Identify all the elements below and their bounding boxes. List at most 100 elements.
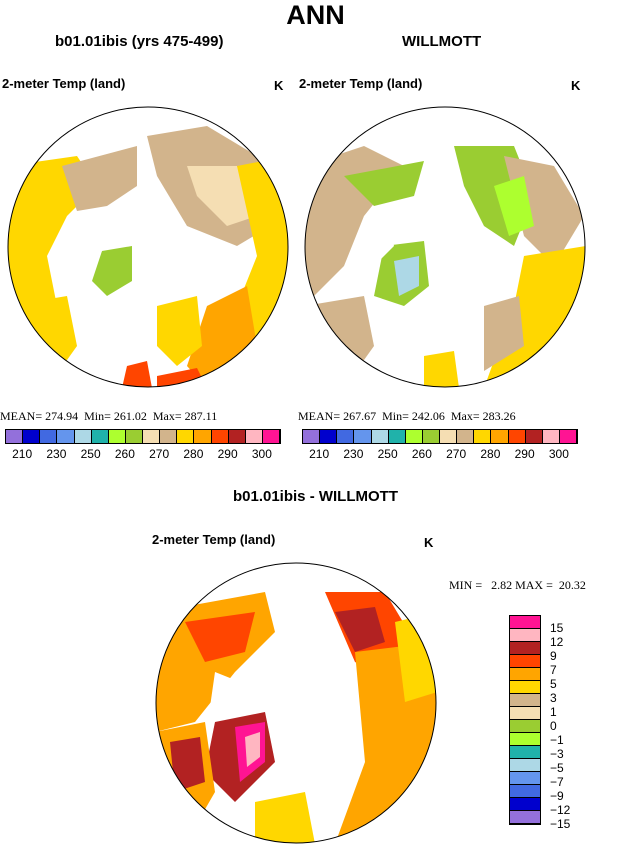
colorbar-swatch (510, 642, 540, 655)
colorbar-swatch (510, 655, 540, 668)
colorbar-swatch (320, 430, 338, 443)
colorbar-swatch (371, 430, 389, 443)
colorbar-swatch (388, 430, 406, 443)
colorbar-swatch (510, 811, 540, 824)
panel2-variable: 2-meter Temp (land) (299, 76, 423, 91)
panel1-colorbar-labels: 210 230 250 260 270 280 290 300 (5, 447, 281, 463)
colorbar-label: −9 (550, 789, 564, 803)
colorbar-swatch (23, 430, 41, 443)
panel1-subtitle: b01.01ibis (yrs 475-499) (55, 33, 224, 50)
colorbar-label: −12 (550, 803, 571, 817)
colorbar-label: 260 (114, 447, 135, 461)
colorbar-swatch (143, 430, 161, 443)
colorbar-label: 250 (377, 447, 398, 461)
colorbar-swatch (211, 430, 229, 443)
colorbar-label: 7 (550, 663, 557, 677)
colorbar-swatch (510, 681, 540, 694)
colorbar-swatch (510, 733, 540, 746)
colorbar-label: −3 (550, 747, 564, 761)
panel2-units: K (571, 78, 581, 93)
panel3-colorbar-labels: 15 12 9 7 5 3 1 0 −1 −3 −5 −7 −9 −12 −15 (550, 615, 590, 845)
colorbar-swatch (354, 430, 372, 443)
colorbar-label: 290 (217, 447, 238, 461)
colorbar-swatch (510, 720, 540, 733)
colorbar-label: −5 (550, 761, 564, 775)
colorbar-label: 300 (548, 447, 569, 461)
colorbar-swatch (40, 430, 58, 443)
colorbar-label: 280 (480, 447, 501, 461)
colorbar-label: 260 (411, 447, 432, 461)
colorbar-swatch (160, 430, 178, 443)
panel1-map (7, 106, 289, 388)
colorbar-swatch (525, 430, 543, 443)
colorbar-swatch (57, 430, 75, 443)
colorbar-label: 0 (550, 719, 557, 733)
colorbar-swatch (508, 430, 526, 443)
colorbar-swatch (125, 430, 143, 443)
colorbar-label: 270 (149, 447, 170, 461)
colorbar-label: 5 (550, 677, 557, 691)
colorbar-label: 230 (46, 447, 67, 461)
colorbar-swatch (491, 430, 509, 443)
colorbar-swatch (6, 430, 24, 443)
colorbar-label: −15 (550, 817, 571, 831)
colorbar-swatch (510, 772, 540, 785)
colorbar-swatch (177, 430, 195, 443)
panel3-stats: MIN = 2.82 MAX = 20.32 (449, 578, 586, 592)
colorbar-label: 270 (446, 447, 467, 461)
panel2-map (304, 106, 586, 388)
colorbar-swatch (422, 430, 440, 443)
panel2-colorbar-labels: 210 230 250 260 270 280 290 300 (302, 447, 578, 463)
colorbar-swatch (108, 430, 126, 443)
panel3-variable: 2-meter Temp (land) (152, 532, 276, 547)
colorbar-swatch (74, 430, 92, 443)
colorbar-swatch (405, 430, 423, 443)
panel3-units: K (424, 535, 434, 550)
colorbar-label: 15 (550, 621, 564, 635)
panel1-units: K (274, 78, 284, 93)
colorbar-label: 210 (12, 447, 33, 461)
colorbar-swatch (510, 616, 540, 629)
colorbar-label: 1 (550, 705, 557, 719)
colorbar-label: 290 (514, 447, 535, 461)
colorbar-swatch (457, 430, 475, 443)
colorbar-swatch (337, 430, 355, 443)
colorbar-label: 12 (550, 635, 564, 649)
colorbar-label: 230 (343, 447, 364, 461)
colorbar-swatch (510, 785, 540, 798)
colorbar-label: −1 (550, 733, 564, 747)
colorbar-swatch (510, 746, 540, 759)
colorbar-label: 250 (80, 447, 101, 461)
colorbar-swatch (510, 668, 540, 681)
panel2-subtitle: WILLMOTT (402, 33, 482, 50)
colorbar-swatch (474, 430, 492, 443)
panel3-map (155, 562, 437, 844)
panel2-colorbar (302, 429, 578, 444)
colorbar-label: 280 (183, 447, 204, 461)
colorbar-swatch (510, 798, 540, 811)
colorbar-swatch (542, 430, 560, 443)
panel2-stats: MEAN= 267.67 Min= 242.06 Max= 283.26 (298, 409, 516, 423)
colorbar-swatch (510, 759, 540, 772)
panel1-variable: 2-meter Temp (land) (2, 76, 126, 91)
colorbar-label: 3 (550, 691, 557, 705)
colorbar-swatch (440, 430, 458, 443)
colorbar-swatch (228, 430, 246, 443)
colorbar-label: 300 (251, 447, 272, 461)
page-title: ANN (286, 0, 345, 30)
panel1-colorbar (5, 429, 281, 444)
panel3-colorbar (509, 615, 541, 825)
colorbar-swatch (510, 707, 540, 720)
colorbar-label: 210 (309, 447, 330, 461)
colorbar-swatch (303, 430, 321, 443)
colorbar-swatch (262, 430, 280, 443)
colorbar-label: 9 (550, 649, 557, 663)
colorbar-swatch (245, 430, 263, 443)
colorbar-swatch (510, 694, 540, 707)
colorbar-swatch (194, 430, 212, 443)
colorbar-swatch (91, 430, 109, 443)
colorbar-swatch (559, 430, 577, 443)
panel1-stats: MEAN= 274.94 Min= 261.02 Max= 287.11 (0, 409, 218, 423)
colorbar-label: −7 (550, 775, 564, 789)
colorbar-swatch (510, 629, 540, 642)
